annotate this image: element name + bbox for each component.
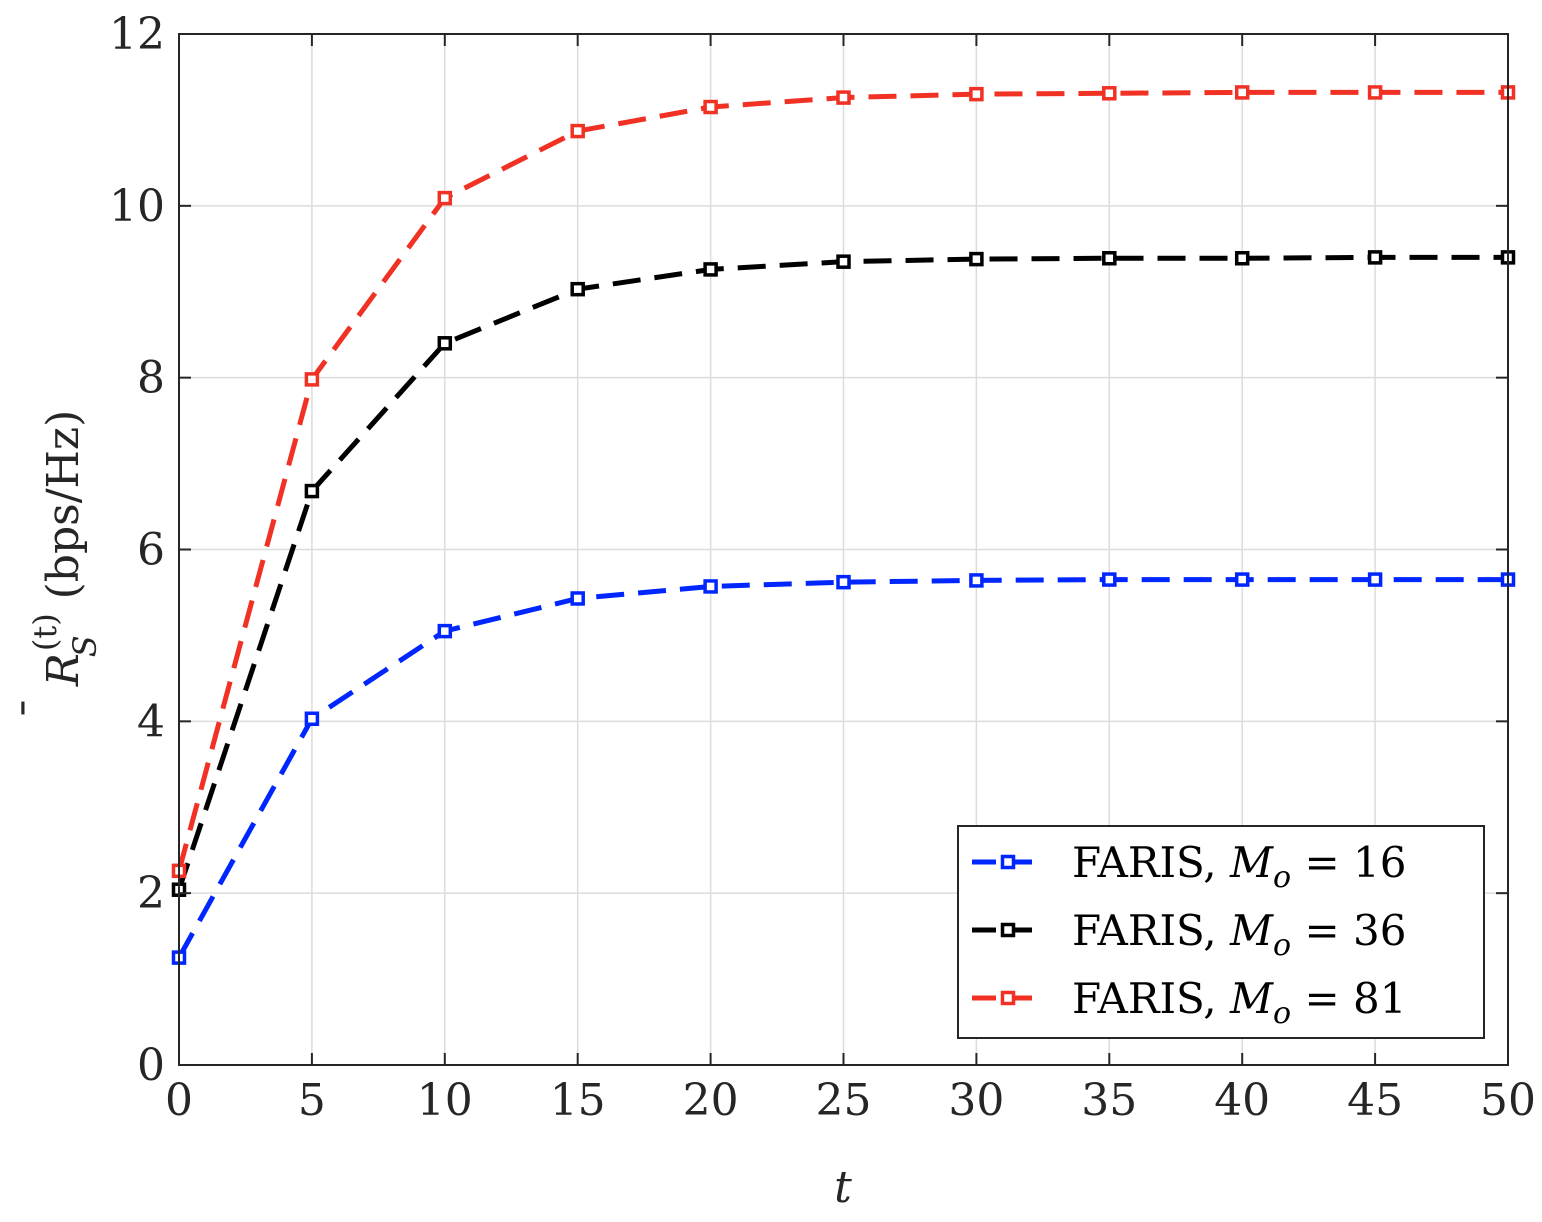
- y-tick-label: 10: [109, 181, 165, 232]
- y-tick-label: 2: [137, 868, 165, 919]
- data-point-marker: [570, 123, 585, 139]
- y-tick-label: 4: [137, 696, 165, 747]
- data-point-marker: [304, 711, 320, 727]
- data-point-marker: [437, 336, 453, 351]
- data-point-marker: [1367, 85, 1383, 100]
- data-point-marker: [1367, 250, 1383, 265]
- data-point-marker: [570, 281, 585, 297]
- legend-label: FARIS, Mo = 36: [1072, 906, 1406, 963]
- y-axis-label: R(t)S (bps/Hz) ¯: [14, 410, 104, 719]
- legend-box: [957, 825, 1485, 1039]
- x-tick-label: 40: [1214, 1075, 1270, 1126]
- data-point-marker: [570, 591, 585, 606]
- x-tick-label: 45: [1347, 1075, 1403, 1126]
- legend-label: FARIS, Mo = 81: [1072, 974, 1406, 1031]
- y-axis-label-units: (bps/Hz): [38, 410, 89, 600]
- data-point-marker: [703, 579, 718, 594]
- data-point-marker: [1367, 572, 1383, 587]
- data-point-marker: [969, 86, 984, 102]
- y-axis-label-subscript: S: [66, 635, 104, 657]
- data-point-marker: [836, 90, 851, 105]
- tick-labels: 0 5 10 15 20 25 30 35 40 45 50 0 2 4 6 8 10 12: [109, 9, 1536, 1126]
- x-tick-label: 25: [816, 1075, 872, 1126]
- data-point-marker: [304, 372, 320, 387]
- x-tick-label: 5: [298, 1075, 326, 1126]
- legend-entry: FARIS, Mo = 36: [972, 906, 1406, 963]
- y-axis-label-superscript: (t): [26, 613, 64, 651]
- data-point-marker: [969, 251, 984, 267]
- series-line: [176, 577, 1508, 959]
- x-axis-label: t: [834, 1162, 852, 1213]
- data-point-marker: [836, 254, 851, 269]
- x-tick-label: 0: [165, 1075, 193, 1126]
- legend-marker: [1000, 990, 1016, 1006]
- x-tick-label: 50: [1480, 1075, 1536, 1126]
- data-point-marker: [836, 574, 851, 590]
- data-point-marker: [703, 262, 718, 277]
- data-point-marker: [969, 573, 984, 588]
- data-point-marker: [1102, 572, 1117, 587]
- y-tick-label: 12: [109, 9, 165, 60]
- data-point-marker: [437, 190, 453, 206]
- legend-marker: [1000, 922, 1016, 938]
- x-tick-label: 20: [683, 1075, 739, 1126]
- axes: [178, 33, 1509, 1066]
- y-tick-label: 0: [137, 1040, 165, 1091]
- legend-entry: FARIS, Mo = 81: [972, 974, 1406, 1031]
- data-point-marker: [1102, 86, 1117, 101]
- x-tick-label: 30: [948, 1075, 1004, 1126]
- svg-text:R(t)S(bps/Hz): R(t)S (bps/Hz): [26, 410, 104, 688]
- legend-entry: FARIS, Mo = 16: [972, 838, 1406, 895]
- x-tick-label: 35: [1081, 1075, 1137, 1126]
- y-tick-label: 6: [137, 525, 165, 576]
- legend: FARIS, Mo = 16 FARIS, Mo = 36 FARIS, Mo = …: [957, 825, 1485, 1039]
- y-axis-label-main: R: [38, 653, 89, 687]
- data-point-marker: [304, 483, 320, 499]
- data-point-marker: [1234, 85, 1250, 100]
- legend-marker: [1000, 854, 1016, 870]
- data-point-marker: [1234, 572, 1250, 587]
- legend-label: FARIS, Mo = 16: [1072, 838, 1406, 895]
- x-tick-label: 10: [417, 1075, 473, 1126]
- x-tick-label: 15: [550, 1075, 606, 1126]
- data-point-marker: [1102, 250, 1117, 266]
- data-point-marker: [703, 99, 718, 115]
- y-tick-label: 8: [137, 353, 165, 404]
- data-point-marker: [437, 623, 453, 639]
- data-point-marker: [1234, 250, 1250, 266]
- y-axis-label-bar: ¯: [14, 697, 65, 719]
